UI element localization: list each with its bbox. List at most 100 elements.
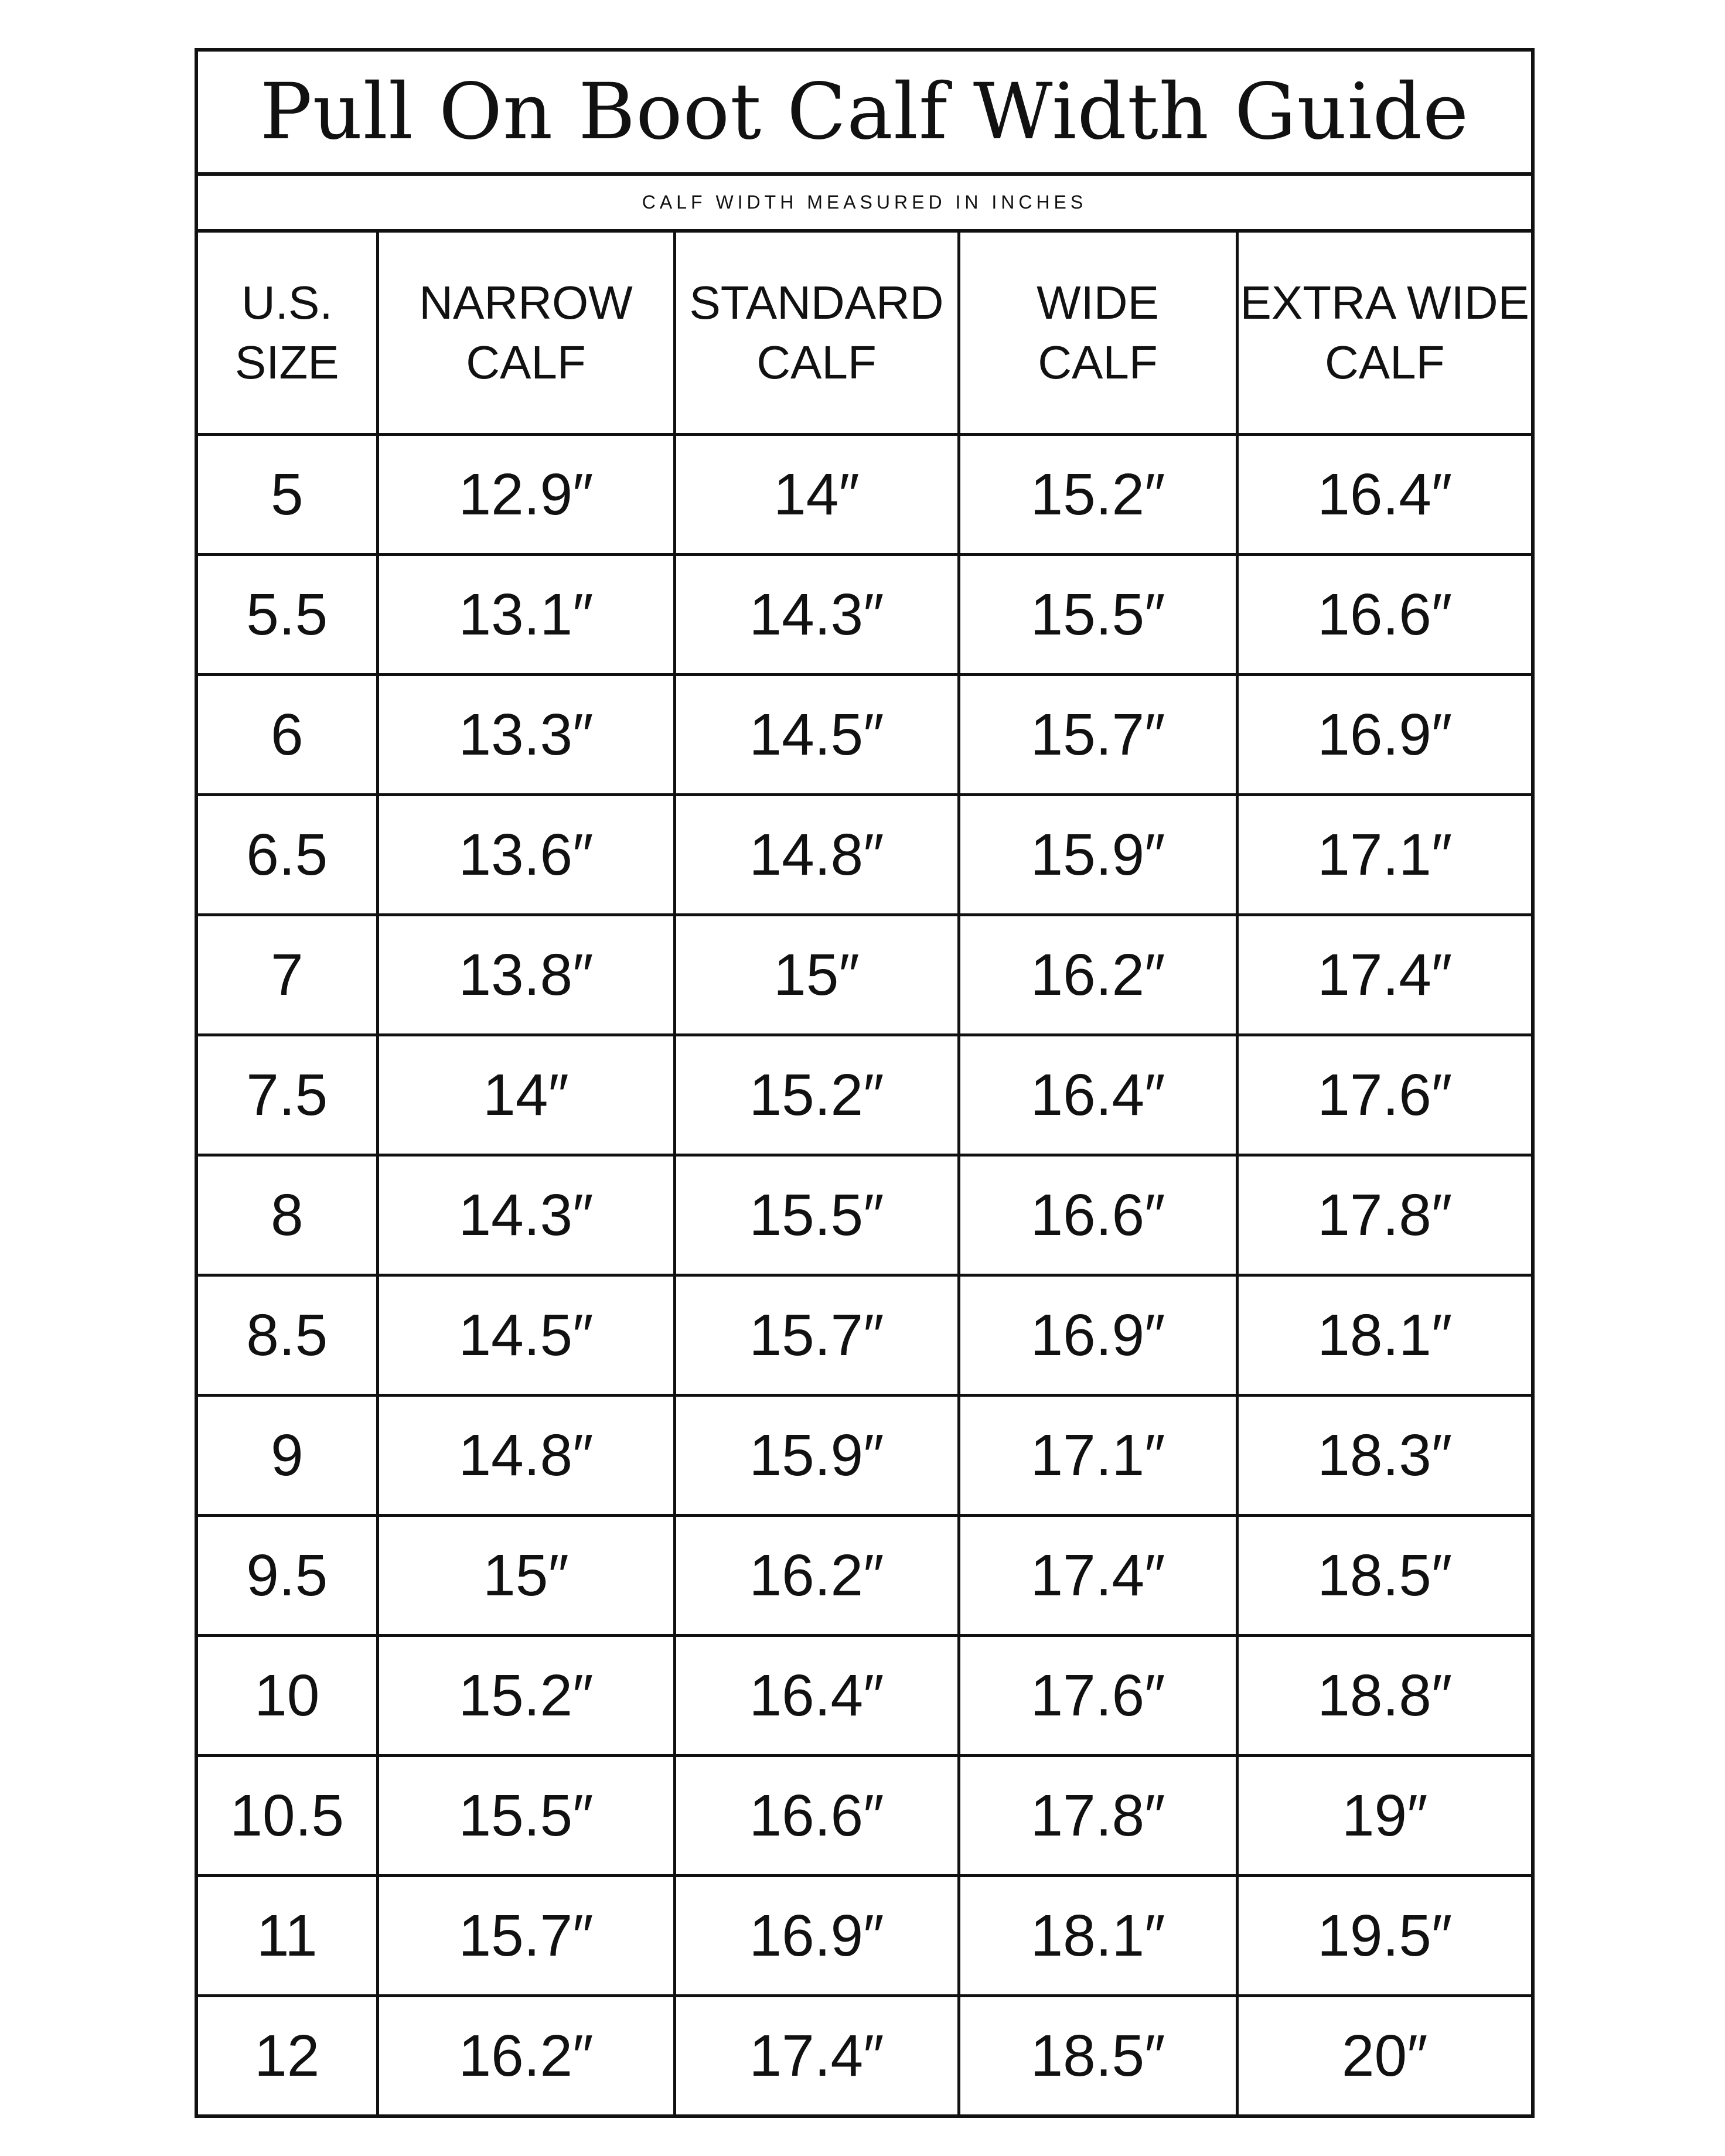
column-header-line: CALF (466, 336, 586, 388)
cell-us-size: 9 (198, 1394, 379, 1517)
cell-extra-wide-calf: 19.5″ (1235, 1874, 1531, 1997)
cell-us-size: 5 (198, 433, 379, 556)
cell-narrow-calf: 14.8″ (376, 1394, 676, 1517)
cell-standard-calf: 16.9″ (673, 1874, 960, 1997)
column-header-line: SIZE (234, 336, 339, 388)
cell-narrow-calf: 13.3″ (376, 673, 676, 796)
cell-standard-calf: 17.4″ (673, 1994, 960, 2114)
cell-extra-wide-calf: 17.8″ (1235, 1154, 1531, 1277)
column-header-line: U.S. (241, 277, 333, 329)
column-header-us-size: U.S. SIZE (198, 233, 379, 436)
cell-standard-calf: 14″ (673, 433, 960, 556)
table-row: 7.5 14″ 15.2″ 16.4″ 17.6″ (198, 1033, 1531, 1157)
column-header-narrow-calf: NARROW CALF (376, 233, 676, 436)
cell-wide-calf: 15.7″ (957, 673, 1239, 796)
cell-us-size: 5.5 (198, 553, 379, 676)
cell-us-size: 7 (198, 913, 379, 1036)
table-body: 5 12.9″ 14″ 15.2″ 16.4″ 5.5 13.1″ 14.3″ 15.5″ 16.… (198, 433, 1531, 2114)
cell-extra-wide-calf: 16.9″ (1235, 673, 1531, 796)
cell-narrow-calf: 14.3″ (376, 1154, 676, 1277)
column-header-wide-calf: WIDE CALF (957, 233, 1239, 436)
cell-standard-calf: 15″ (673, 913, 960, 1036)
cell-narrow-calf: 14.5″ (376, 1274, 676, 1397)
cell-wide-calf: 17.1″ (957, 1394, 1239, 1517)
cell-extra-wide-calf: 19″ (1235, 1754, 1531, 1877)
subtitle: CALF WIDTH MEASURED IN INCHES (198, 176, 1531, 233)
cell-narrow-calf: 14″ (376, 1033, 676, 1157)
cell-wide-calf: 17.6″ (957, 1634, 1239, 1757)
cell-narrow-calf: 13.1″ (376, 553, 676, 676)
cell-wide-calf: 16.2″ (957, 913, 1239, 1036)
table-row: 9 14.8″ 15.9″ 17.1″ 18.3″ (198, 1394, 1531, 1517)
cell-extra-wide-calf: 18.3″ (1235, 1394, 1531, 1517)
table-row: 8 14.3″ 15.5″ 16.6″ 17.8″ (198, 1154, 1531, 1277)
cell-extra-wide-calf: 18.1″ (1235, 1274, 1531, 1397)
table-row: 6.5 13.6″ 14.8″ 15.9″ 17.1″ (198, 793, 1531, 916)
cell-standard-calf: 16.6″ (673, 1754, 960, 1877)
calf-width-table: U.S. SIZE NARROW CALF STANDARD CALF WIDE CALF EX… (198, 233, 1531, 2114)
column-header-line: STANDARD (689, 277, 944, 329)
cell-narrow-calf: 15.2″ (376, 1634, 676, 1757)
table-row: 8.5 14.5″ 15.7″ 16.9″ 18.1″ (198, 1274, 1531, 1397)
cell-standard-calf: 16.4″ (673, 1634, 960, 1757)
cell-extra-wide-calf: 18.8″ (1235, 1634, 1531, 1757)
cell-wide-calf: 15.9″ (957, 793, 1239, 916)
column-header-line: CALF (756, 336, 877, 388)
table-row: 12 16.2″ 17.4″ 18.5″ 20″ (198, 1994, 1531, 2114)
cell-extra-wide-calf: 20″ (1235, 1994, 1531, 2114)
cell-narrow-calf: 15″ (376, 1514, 676, 1637)
table-row: 9.5 15″ 16.2″ 17.4″ 18.5″ (198, 1514, 1531, 1637)
cell-wide-calf: 18.1″ (957, 1874, 1239, 1997)
table-row: 10.5 15.5″ 16.6″ 17.8″ 19″ (198, 1754, 1531, 1877)
cell-us-size: 11 (198, 1874, 379, 1997)
column-header-line: CALF (1325, 336, 1445, 388)
cell-us-size: 10.5 (198, 1754, 379, 1877)
column-header-line: WIDE (1037, 277, 1159, 329)
cell-narrow-calf: 13.8″ (376, 913, 676, 1036)
column-header-line: NARROW (419, 277, 633, 329)
cell-narrow-calf: 12.9″ (376, 433, 676, 556)
cell-wide-calf: 16.4″ (957, 1033, 1239, 1157)
cell-extra-wide-calf: 16.6″ (1235, 553, 1531, 676)
cell-us-size: 8.5 (198, 1274, 379, 1397)
cell-standard-calf: 15.9″ (673, 1394, 960, 1517)
table-row: 11 15.7″ 16.9″ 18.1″ 19.5″ (198, 1874, 1531, 1997)
column-header-line: CALF (1038, 336, 1158, 388)
table-row: 10 15.2″ 16.4″ 17.6″ 18.8″ (198, 1634, 1531, 1757)
cell-narrow-calf: 16.2″ (376, 1994, 676, 2114)
cell-wide-calf: 18.5″ (957, 1994, 1239, 2114)
column-header-line: EXTRA WIDE (1240, 277, 1529, 329)
table-row: 5.5 13.1″ 14.3″ 15.5″ 16.6″ (198, 553, 1531, 676)
page-title: Pull On Boot Calf Width Guide (198, 52, 1531, 176)
size-guide: Pull On Boot Calf Width Guide CALF WIDTH… (195, 48, 1535, 2118)
cell-wide-calf: 16.6″ (957, 1154, 1239, 1277)
cell-us-size: 12 (198, 1994, 379, 2114)
cell-standard-calf: 14.3″ (673, 553, 960, 676)
cell-standard-calf: 14.5″ (673, 673, 960, 796)
cell-extra-wide-calf: 17.6″ (1235, 1033, 1531, 1157)
cell-wide-calf: 15.5″ (957, 553, 1239, 676)
cell-narrow-calf: 15.5″ (376, 1754, 676, 1877)
cell-standard-calf: 16.2″ (673, 1514, 960, 1637)
cell-wide-calf: 15.2″ (957, 433, 1239, 556)
cell-us-size: 7.5 (198, 1033, 379, 1157)
cell-extra-wide-calf: 16.4″ (1235, 433, 1531, 556)
cell-narrow-calf: 13.6″ (376, 793, 676, 916)
table-row: 5 12.9″ 14″ 15.2″ 16.4″ (198, 433, 1531, 556)
cell-wide-calf: 17.4″ (957, 1514, 1239, 1637)
cell-narrow-calf: 15.7″ (376, 1874, 676, 1997)
cell-us-size: 6.5 (198, 793, 379, 916)
cell-extra-wide-calf: 18.5″ (1235, 1514, 1531, 1637)
header-row: U.S. SIZE NARROW CALF STANDARD CALF WIDE CALF EX… (198, 233, 1531, 436)
cell-us-size: 6 (198, 673, 379, 796)
cell-standard-calf: 15.7″ (673, 1274, 960, 1397)
table-row: 6 13.3″ 14.5″ 15.7″ 16.9″ (198, 673, 1531, 796)
cell-standard-calf: 15.2″ (673, 1033, 960, 1157)
table-row: 7 13.8″ 15″ 16.2″ 17.4″ (198, 913, 1531, 1036)
cell-extra-wide-calf: 17.4″ (1235, 913, 1531, 1036)
cell-us-size: 8 (198, 1154, 379, 1277)
cell-standard-calf: 14.8″ (673, 793, 960, 916)
cell-wide-calf: 16.9″ (957, 1274, 1239, 1397)
cell-extra-wide-calf: 17.1″ (1235, 793, 1531, 916)
column-header-standard-calf: STANDARD CALF (673, 233, 960, 436)
